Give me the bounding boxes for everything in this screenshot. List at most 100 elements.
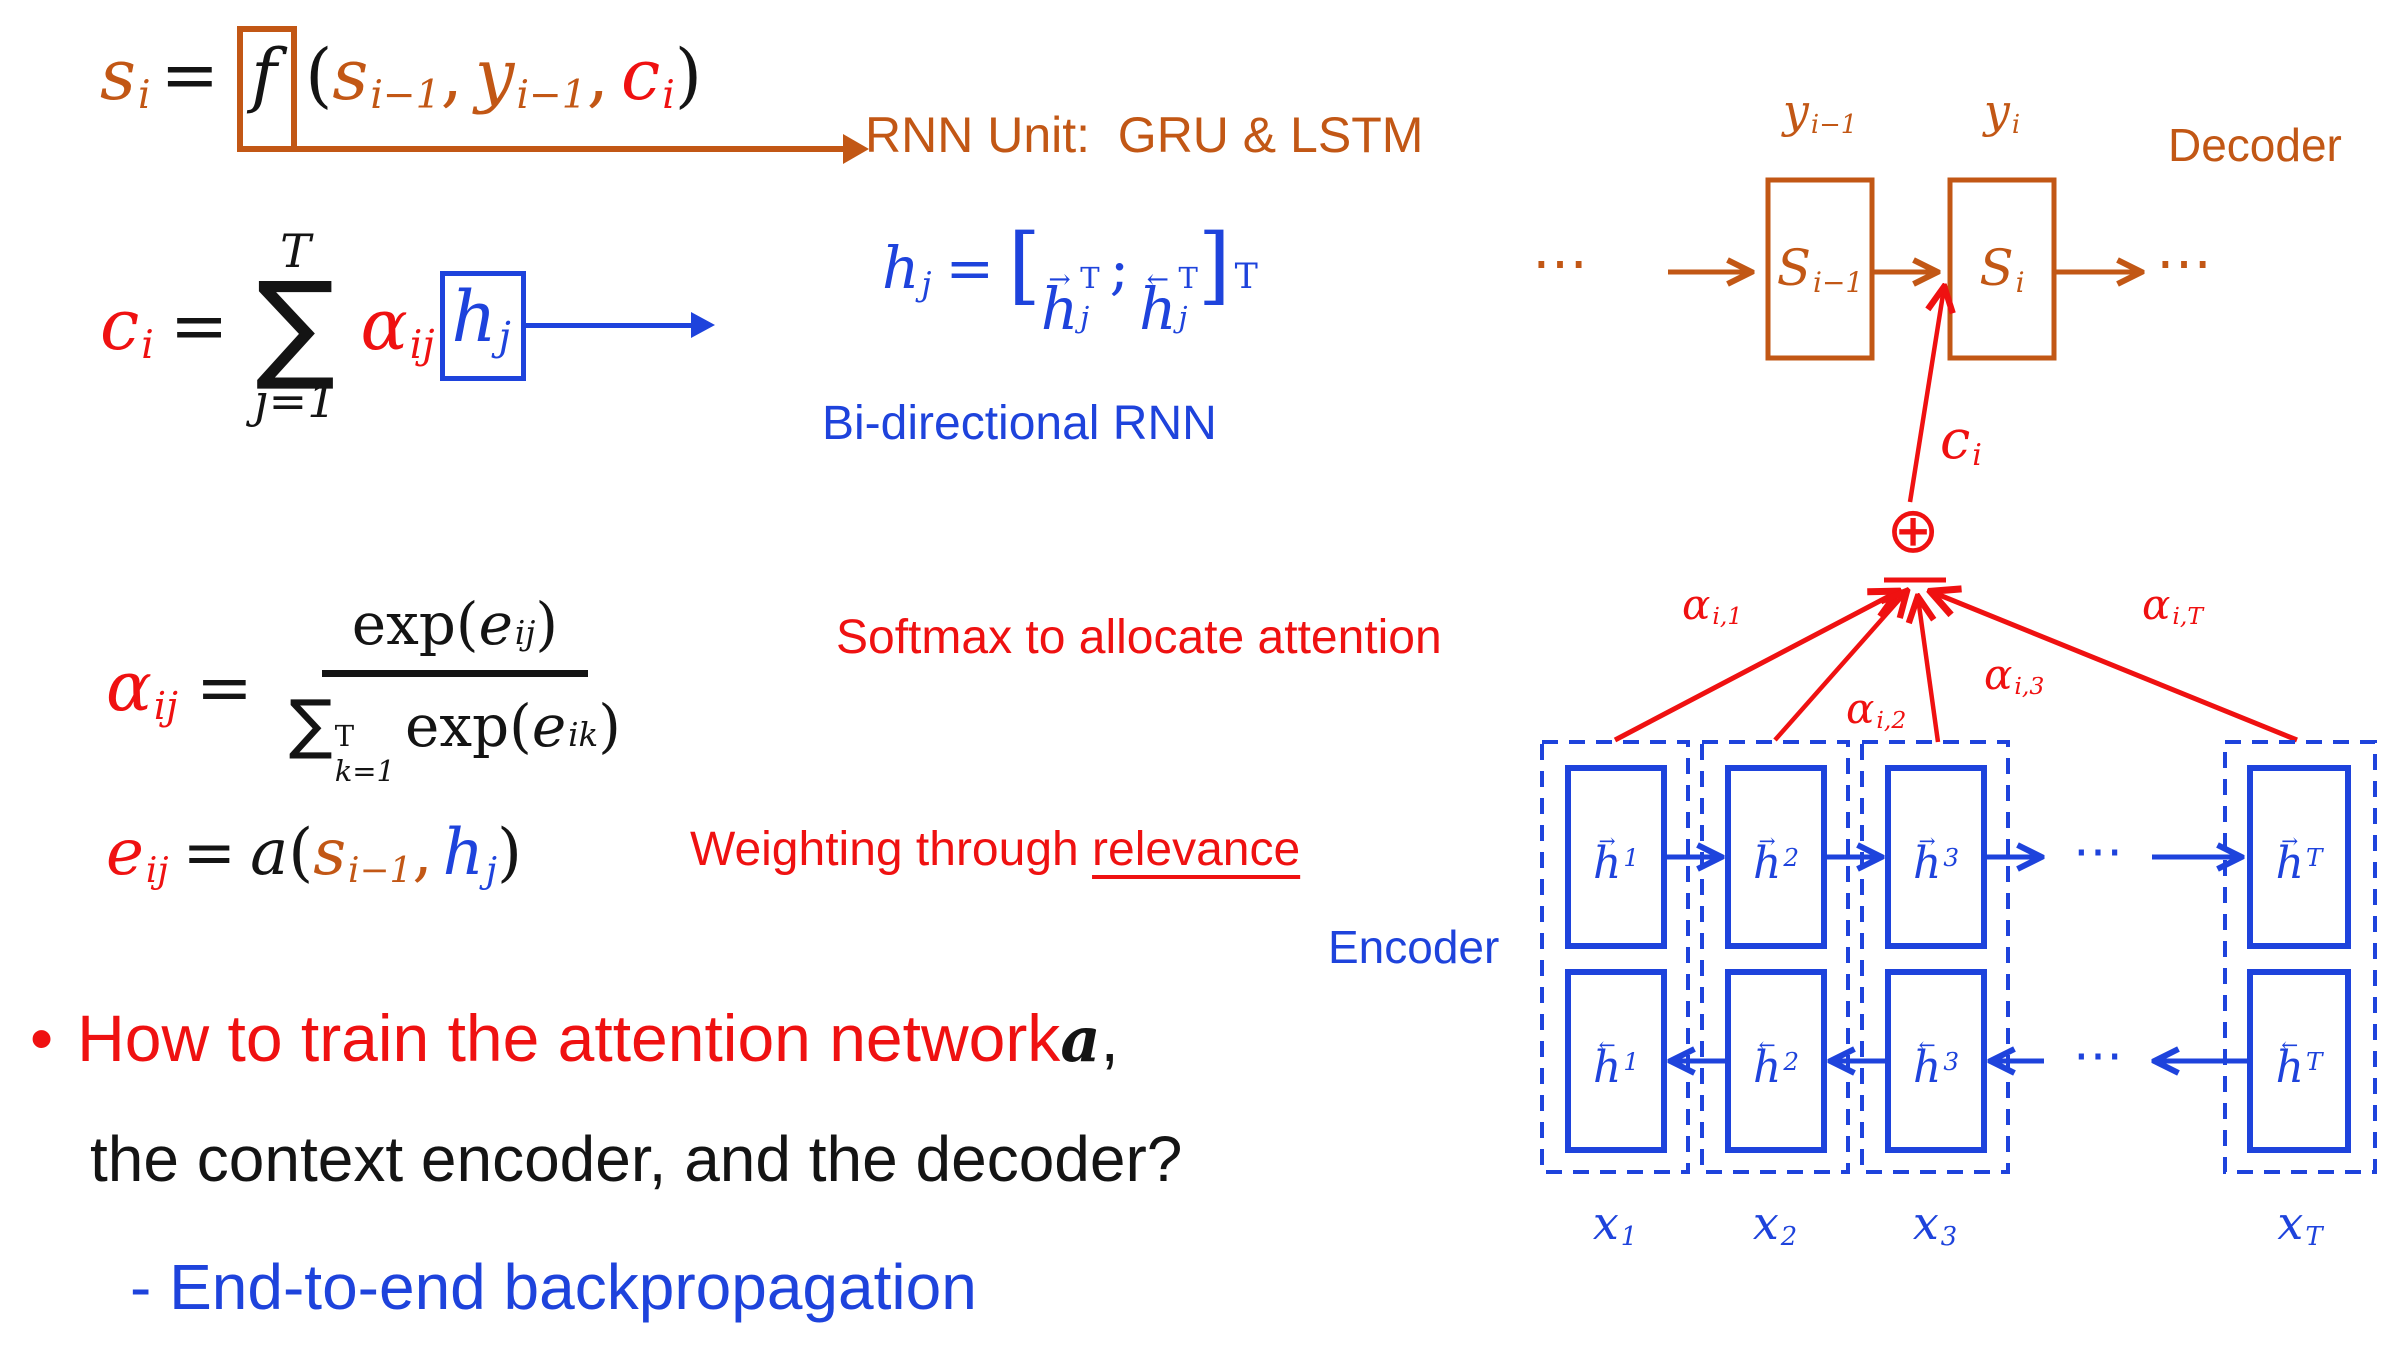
encoder-input-x1-label: x1 bbox=[1592, 1196, 1638, 1252]
denominator-sigma: ∑ bbox=[288, 687, 333, 762]
eq4-arg1: si−1 bbox=[313, 816, 413, 891]
decoder-prev-state-label: Si−1 bbox=[1776, 239, 1864, 299]
softmax-annotation: Softmax to allocate attention bbox=[836, 611, 1442, 664]
eq1-func: f bbox=[251, 34, 278, 116]
encoder-fwd-cell-T bbox=[2247, 765, 2351, 949]
relevance-annotation: Weighting through relevance bbox=[690, 822, 1300, 877]
hdef-close-bracket: ] bbox=[1197, 216, 1231, 314]
encoder-bwd-h3-label: ← h 3 bbox=[1912, 1033, 1959, 1093]
eq1-comma1: , bbox=[440, 34, 463, 116]
encoder-input-x2-label: x2 bbox=[1752, 1196, 1798, 1252]
eq4-open: ( bbox=[288, 816, 314, 890]
attention-weight-label-T: αi,T bbox=[2142, 580, 2204, 631]
encoder-fwd-cell-2 bbox=[1725, 765, 1827, 949]
encoder-bwd-cell-2 bbox=[1725, 969, 1827, 1153]
encoder-fwd-cell-3 bbox=[1885, 765, 1987, 949]
eq2-h: hj bbox=[451, 276, 511, 360]
left-vector-arrow-icon: ← bbox=[1146, 264, 1169, 295]
eq2-summation: T ∑ j=1 bbox=[254, 228, 336, 424]
hdef-backward-h: ← h bbox=[1139, 264, 1177, 344]
eq1-arg1: si−1 bbox=[332, 34, 441, 118]
right-vector-arrow-icon: → bbox=[1918, 829, 1936, 854]
bullet-question-line2: the context encoder, and the decoder? bbox=[90, 1123, 1183, 1195]
encoder-bwd-h1-label: ← h 1 bbox=[1592, 1033, 1639, 1093]
encoder-column-T bbox=[2223, 740, 2377, 1174]
eq4-close: ) bbox=[497, 816, 522, 890]
attention-arrow-1 bbox=[1613, 592, 1897, 743]
bullet-question-red-text: How to train the attention network bbox=[77, 1001, 1061, 1075]
encoder-ellipsis-backward: ⋯ bbox=[2073, 1027, 2123, 1083]
eq2-sum-lower: j=1 bbox=[254, 373, 337, 428]
encoder-bwd-cell-3 bbox=[1885, 969, 1987, 1153]
encoder-fwd-cell-1 bbox=[1565, 765, 1667, 949]
eq1-lhs: si bbox=[100, 34, 151, 118]
eq3-equals: = bbox=[195, 648, 253, 728]
left-vector-arrow-icon: ← bbox=[1598, 1033, 1616, 1058]
encoder-bwd-hT-label: ← h T bbox=[2275, 1033, 2323, 1093]
f-to-rnn-arrowhead bbox=[843, 134, 870, 164]
attention-arrow-3 bbox=[1918, 598, 1941, 743]
context-to-decoder-arrow bbox=[1907, 288, 1944, 503]
eq1-close: ) bbox=[674, 34, 703, 116]
hdef-lhs: hj bbox=[882, 234, 932, 304]
encoder-column-1 bbox=[1540, 740, 1690, 1174]
eq2-sum-upper: T bbox=[280, 224, 311, 279]
decoder-label: Decoder bbox=[2168, 119, 2342, 171]
attention-weight-label-2: αi,2 bbox=[1846, 684, 1907, 735]
encoder-fwd-h3-label: → h 3 bbox=[1912, 829, 1959, 889]
hdef-semicolon: ; bbox=[1109, 234, 1130, 302]
left-vector-arrow-icon: ← bbox=[1758, 1033, 1776, 1058]
encoder-fwd-hT-label: → h T bbox=[2275, 829, 2323, 889]
eq-decoder-state: si = f ( si−1 , yi−1 , ci ) bbox=[100, 26, 870, 164]
decoder-ellipsis-left: ⋯ bbox=[1532, 231, 1588, 294]
hdef-transpose: T bbox=[1234, 257, 1258, 297]
encoder-fwd-h2-label: → h 2 bbox=[1752, 829, 1799, 889]
decoder-curr-state-box bbox=[1947, 177, 2057, 361]
eq-context-vector: ci = T ∑ j=1 αij hj bbox=[100, 150, 715, 502]
encoder-input-x3-label: x3 bbox=[1912, 1196, 1958, 1252]
encoder-label: Encoder bbox=[1328, 921, 1500, 973]
hdef-open-bracket: [ bbox=[1008, 216, 1041, 314]
right-vector-arrow-icon: → bbox=[2281, 829, 2299, 854]
hdef-equals: = bbox=[945, 234, 995, 302]
relevance-annotation-underlined: relevance bbox=[1092, 823, 1301, 876]
context-vector-label: ci bbox=[1940, 408, 1982, 473]
encoder-bwd-cell-1 bbox=[1565, 969, 1667, 1153]
hj-to-def-arrowhead bbox=[690, 312, 715, 339]
decoder-curr-state-label: Si bbox=[1979, 239, 2025, 299]
eq4-func: a bbox=[250, 816, 289, 890]
bullet-attention-var: a bbox=[1060, 1003, 1101, 1076]
encoder-input-xT-label: xT bbox=[2277, 1196, 2323, 1252]
decoder-prev-output-label: yi−1 bbox=[1782, 84, 1858, 140]
decoder-ellipsis-right: ⋯ bbox=[2156, 231, 2212, 294]
encoder-fwd-h1-label: → h 1 bbox=[1592, 829, 1639, 889]
decoder-curr-output-label: yi bbox=[1983, 84, 2021, 140]
encoder-bwd-h2-label: ← h 2 bbox=[1752, 1033, 1799, 1093]
context-sum-node-icon: ⊕ bbox=[1886, 494, 1940, 568]
bullet-question-line1: • How to train the attention network a , bbox=[30, 1000, 1119, 1076]
left-vector-arrow-icon: ← bbox=[2281, 1033, 2299, 1058]
eq2-alpha: αij bbox=[360, 284, 435, 368]
encoder-ellipsis-forward: ⋯ bbox=[2073, 823, 2123, 879]
eq1-arg2: yi−1 bbox=[474, 34, 587, 118]
attention-arrow-T bbox=[1932, 592, 2298, 743]
attention-arrow-2 bbox=[1773, 592, 1906, 742]
encoder-bwd-cell-T bbox=[2247, 969, 2351, 1153]
eq4-arg2: hj bbox=[442, 816, 497, 891]
eq2-h-highlight-box: hj bbox=[440, 271, 715, 381]
encoder-column-3 bbox=[1860, 740, 2010, 1174]
f-to-rnn-arrow bbox=[297, 134, 870, 164]
hdef-forward-h: → h bbox=[1040, 264, 1079, 344]
eq3-numerator: exp(e ij) bbox=[321, 590, 588, 677]
relevance-annotation-prefix: Weighting through bbox=[690, 823, 1093, 876]
eq1-open: ( bbox=[305, 34, 333, 116]
eq3-lhs: αij bbox=[106, 648, 178, 728]
